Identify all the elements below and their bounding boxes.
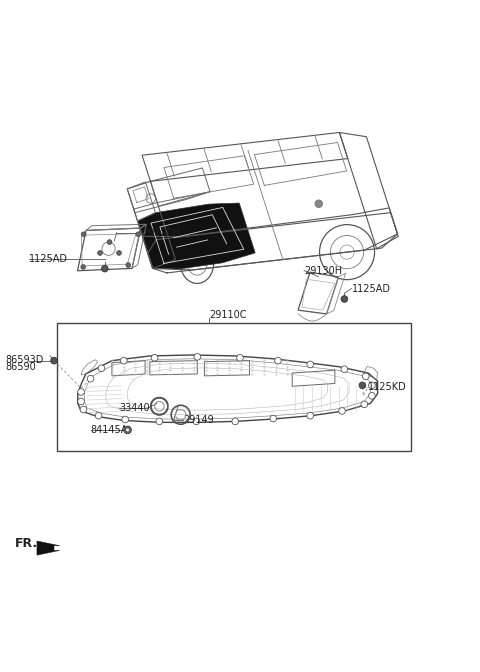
Text: 84145A: 84145A (91, 425, 128, 435)
Circle shape (232, 418, 239, 425)
Circle shape (307, 413, 313, 419)
Circle shape (120, 358, 127, 364)
Text: 86590: 86590 (5, 362, 36, 372)
Circle shape (81, 265, 85, 269)
Circle shape (193, 418, 200, 425)
Circle shape (369, 392, 375, 399)
Circle shape (275, 358, 281, 364)
Circle shape (369, 382, 375, 388)
Text: 1125AD: 1125AD (351, 284, 391, 294)
Text: 29110C: 29110C (209, 310, 247, 320)
Text: 29130H: 29130H (304, 265, 342, 276)
Text: 86593D: 86593D (5, 355, 44, 365)
Circle shape (107, 240, 112, 245)
Circle shape (51, 358, 57, 364)
Circle shape (124, 426, 132, 433)
Circle shape (156, 418, 163, 425)
Polygon shape (137, 203, 255, 269)
Text: 33440: 33440 (119, 403, 150, 413)
Circle shape (237, 355, 243, 361)
Text: 1125KD: 1125KD (368, 382, 407, 392)
Circle shape (307, 361, 313, 368)
Circle shape (98, 365, 105, 372)
Polygon shape (37, 541, 60, 555)
Circle shape (101, 265, 108, 272)
Circle shape (136, 232, 141, 237)
Circle shape (97, 251, 102, 255)
Circle shape (315, 200, 323, 208)
Text: 29120H: 29120H (143, 228, 181, 238)
Circle shape (194, 353, 201, 360)
Circle shape (362, 373, 369, 380)
Circle shape (80, 406, 87, 413)
Circle shape (361, 401, 368, 408)
Circle shape (81, 232, 86, 237)
Circle shape (151, 355, 158, 361)
Circle shape (122, 416, 129, 423)
Circle shape (87, 376, 94, 382)
Circle shape (96, 413, 102, 419)
Circle shape (126, 263, 131, 267)
Circle shape (78, 388, 84, 395)
Text: FR.: FR. (14, 538, 38, 550)
Text: 1125AD: 1125AD (29, 253, 68, 263)
Circle shape (341, 366, 348, 372)
Bar (57, 323, 411, 451)
Circle shape (117, 251, 121, 255)
Circle shape (341, 296, 348, 302)
Circle shape (270, 415, 276, 422)
Circle shape (359, 382, 366, 388)
Circle shape (78, 398, 84, 405)
Text: 29149: 29149 (183, 415, 214, 425)
Circle shape (339, 408, 345, 414)
Circle shape (126, 429, 129, 431)
